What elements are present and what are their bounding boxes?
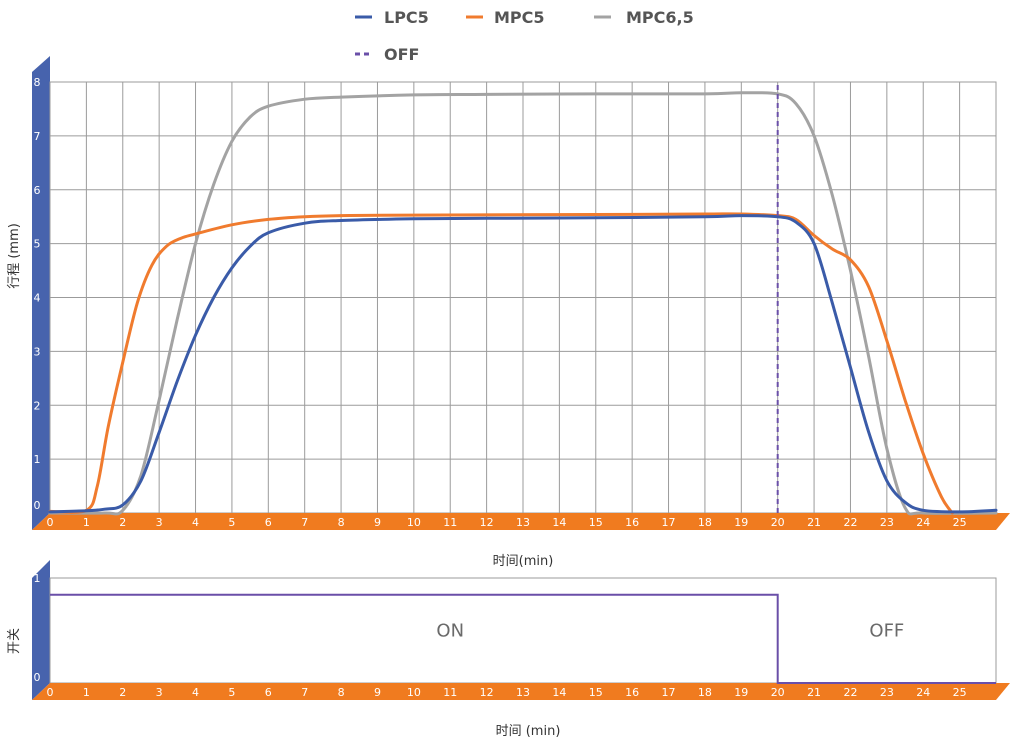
y-tick-label: 0 [34,499,41,512]
x-tick-label: 13 [516,686,530,699]
x-tick-label: 23 [880,686,894,699]
x-tick-label: 0 [47,686,54,699]
x-tick-label: 1 [83,516,90,529]
x-tick-label: 23 [880,516,894,529]
x-tick-label: 20 [771,516,785,529]
x-tick-label: 5 [228,686,235,699]
x-tick-label: 9 [374,516,381,529]
y-tick-label: 7 [34,130,41,143]
x-tick-label: 17 [662,516,676,529]
x-tick-label: 17 [662,686,676,699]
x-tick-label: 16 [625,686,639,699]
x-tick-label: 6 [265,516,272,529]
x-tick-label: 16 [625,516,639,529]
x-tick-label: 19 [734,686,748,699]
x-tick-label: 24 [916,686,930,699]
x-tick-label: 0 [47,516,54,529]
x-tick-label: 14 [552,516,566,529]
state-label-on: ON [436,621,464,642]
series-line-lpc5 [48,214,998,514]
x-tick-label: 19 [734,516,748,529]
x-tick-label: 12 [480,686,494,699]
legend-label-mpc5: MPC5 [494,8,545,27]
x-tick-label: 15 [589,686,603,699]
legend-item-mpc65: MPC6,5 [594,8,694,27]
legend-item-mpc5: MPC5 [466,8,545,27]
y-axis-band [32,560,50,700]
legend-label-lpc5: LPC5 [384,8,429,27]
x-tick-label: 15 [589,516,603,529]
y-axis-band [32,56,50,530]
x-tick-label: 11 [443,686,457,699]
y-axis-title: 开关 [7,628,22,654]
plot-area [49,577,997,684]
x-tick-label: 4 [192,516,199,529]
y-ticks: 01 [34,572,41,684]
y-axis-title: 行程 (mm) [7,223,22,289]
series-line-mpc5 [48,212,954,515]
legend-label-mpc65: MPC6,5 [626,8,694,27]
legend-item-off: OFF [355,45,419,64]
y-tick-label: 6 [34,184,41,197]
y-tick-label: 8 [34,76,41,89]
x-tick-label: 25 [953,516,967,529]
legend: LPC5 MPC5 MPC6,5 OFF [355,8,694,64]
x-tick-label: 1 [83,686,90,699]
x-tick-label: 8 [338,516,345,529]
state-label-off: OFF [869,621,904,642]
y-tick-label: 3 [34,345,41,358]
x-tick-label: 13 [516,516,530,529]
grid [50,82,996,513]
y-tick-label: 1 [34,572,41,585]
series-lines [48,82,998,516]
x-tick-label: 5 [228,516,235,529]
x-tick-label: 12 [480,516,494,529]
x-axis-band [32,513,1010,530]
x-tick-label: 7 [301,516,308,529]
x-axis-title: 时间(min) [493,554,554,569]
y-tick-label: 0 [34,671,41,684]
x-tick-label: 9 [374,686,381,699]
x-tick-label: 10 [407,516,421,529]
y-tick-label: 2 [34,399,41,412]
y-tick-label: 5 [34,238,41,251]
x-tick-label: 14 [552,686,566,699]
x-tick-label: 3 [156,516,163,529]
x-tick-label: 21 [807,516,821,529]
x-axis-band [32,683,1010,700]
x-tick-label: 7 [301,686,308,699]
switch-state-line [50,593,996,684]
x-tick-label: 8 [338,686,345,699]
x-tick-label: 6 [265,686,272,699]
x-tick-label: 2 [119,686,126,699]
legend-label-off: OFF [384,45,419,64]
x-tick-label: 22 [843,516,857,529]
y-tick-label: 4 [34,292,41,305]
x-ticks: 0 1 2 3 4 5 6 7 8 9 10 11 12 13 14 15 16 17 18 19 20 21 22 23 24… [47,686,967,699]
y-tick-label: 1 [34,453,41,466]
x-tick-label: 18 [698,516,712,529]
state-labels: ON OFF [436,621,904,642]
x-tick-label: 10 [407,686,421,699]
y-ticks: 0 1 2 3 4 5 6 7 8 [34,76,41,512]
x-tick-label: 18 [698,686,712,699]
legend-item-lpc5: LPC5 [355,8,429,27]
x-axis-title: 时间 (min) [496,724,561,739]
x-tick-label: 11 [443,516,457,529]
x-tick-label: 21 [807,686,821,699]
series-lines [50,593,996,684]
switch-chart: 01 0 1 2 3 4 5 6 7 8 9 10 11 12 13 14 15 16 17 18 19 20 21 22 2… [7,560,1010,739]
series-line-mpc65 [48,91,998,516]
x-tick-label: 20 [771,686,785,699]
x-tick-label: 22 [843,686,857,699]
x-ticks: 0 1 2 3 4 5 6 7 8 9 10 11 12 13 14 15 16 17 18 19 20 21 22 23 24… [47,516,967,529]
x-tick-label: 2 [119,516,126,529]
x-tick-label: 24 [916,516,930,529]
x-tick-label: 4 [192,686,199,699]
x-tick-label: 25 [953,686,967,699]
x-tick-label: 3 [156,686,163,699]
